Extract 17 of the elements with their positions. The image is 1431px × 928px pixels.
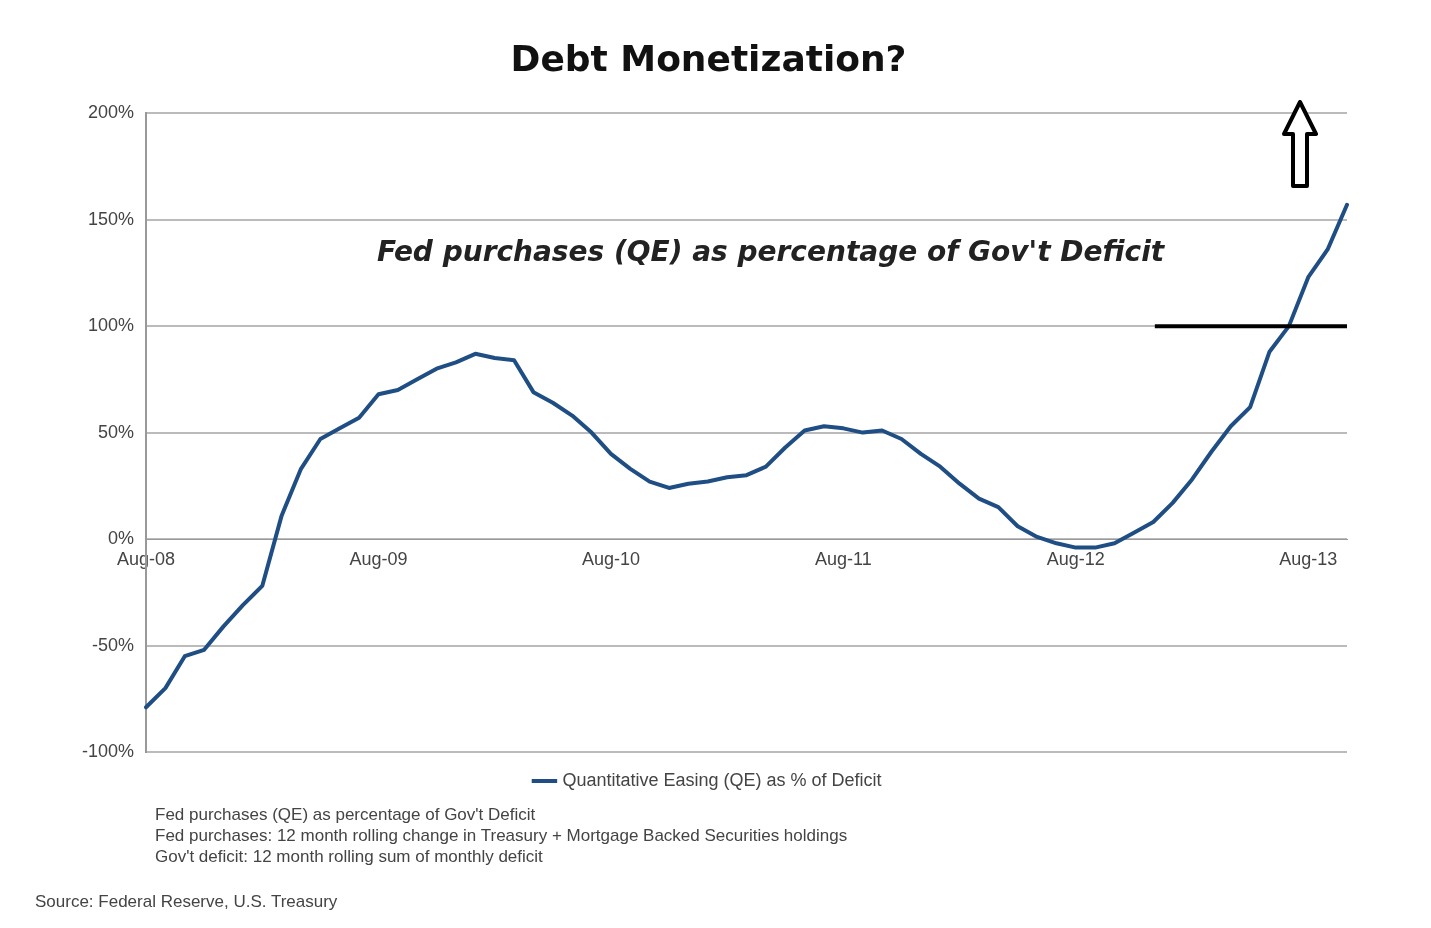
y-tick-label: 100% bbox=[87, 315, 135, 336]
y-tick-label: 200% bbox=[87, 102, 135, 123]
y-tick-label: 150% bbox=[87, 208, 135, 229]
source-note: Source: Federal Reserve, U.S. Treasury bbox=[35, 892, 338, 912]
text: Fed purchases (QE) as percentage of Gov't Deficit Fed purchases: 12 month rolling change in Treasury + Mortgage Backed Securities holdings Gov't deficit: 12 month rolling sum of monthly deficit bbox=[155, 804, 848, 867]
chart-title: Debt Monetization? bbox=[510, 37, 907, 79]
y-tick-label: -100% bbox=[82, 740, 135, 761]
x-tick-label: Aug-11 bbox=[815, 548, 872, 569]
annotation: Fed purchases (QE) as percentage of Gov't Deficit bbox=[376, 235, 1166, 269]
x-tick-label: Aug-10 bbox=[581, 548, 640, 569]
y-tick-label: -50% bbox=[92, 634, 135, 655]
y-tick-label: 0% bbox=[108, 528, 135, 549]
x-tick-label: Aug-12 bbox=[1046, 548, 1105, 569]
legend-label: Quantitative Easing (QE) as % of Deficit bbox=[562, 769, 882, 790]
y-tick-label: 50% bbox=[98, 421, 135, 442]
x-tick-label: Aug-09 bbox=[349, 548, 408, 569]
x-tick-label: Aug-13 bbox=[1279, 548, 1338, 569]
